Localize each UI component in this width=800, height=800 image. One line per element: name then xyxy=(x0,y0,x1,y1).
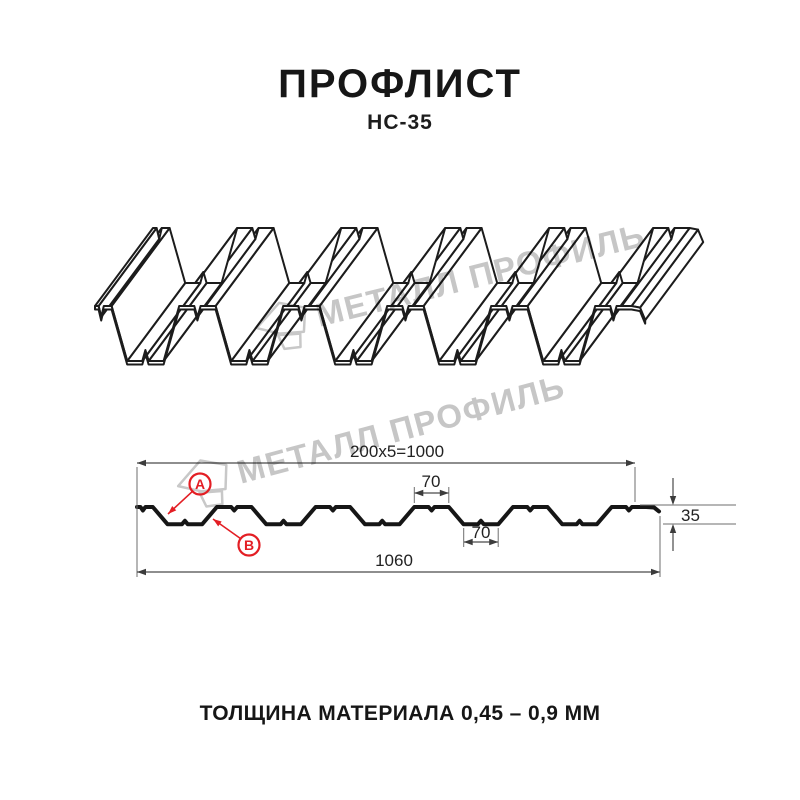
material-thickness-note: ТОЛЩИНА МАТЕРИАЛА 0,45 – 0,9 ММ xyxy=(199,702,601,725)
dim-total-width-label: 1060 xyxy=(375,551,413,570)
dim-top-pitch-label: 200x5=1000 xyxy=(350,442,444,461)
arrowhead-icon xyxy=(137,568,146,576)
arrowhead-icon xyxy=(489,538,499,546)
page-title: ПРОФЛИСТ xyxy=(278,62,522,106)
metall-profil-logo-icon xyxy=(255,301,307,351)
marker-b-circle xyxy=(237,533,261,557)
arrowhead-icon xyxy=(137,459,146,467)
dimension-lines xyxy=(136,459,736,577)
arrowhead-icon xyxy=(669,524,677,533)
cross-section-profile xyxy=(135,505,661,527)
arrowhead-icon xyxy=(669,496,677,505)
dim-height-label: 35 xyxy=(681,506,700,525)
arrowhead-icon xyxy=(651,568,660,576)
watermark-text: МЕТАЛЛ ПРОФИЛЬ xyxy=(233,367,569,490)
marker-arrowhead-icon xyxy=(213,519,222,527)
marker-b-label: В xyxy=(244,537,254,553)
sheet-cut-edge xyxy=(94,305,647,366)
dimension-labels: 200x5=1000 70 70 35 1060 xyxy=(350,442,700,570)
arrowhead-icon xyxy=(626,459,635,467)
arrowhead-icon xyxy=(414,489,424,497)
marker-a-label: А xyxy=(195,476,205,492)
dim-valley-width-label: 70 xyxy=(472,523,491,542)
arrowhead-icon xyxy=(463,538,473,546)
sheet-3d-view xyxy=(94,227,705,366)
profile-model-subtitle: НС-35 xyxy=(367,111,433,134)
watermark-lower: МЕТАЛЛ ПРОФИЛЬ xyxy=(176,367,569,508)
profile-markers: А В xyxy=(167,472,261,557)
dim-crest-width-label: 70 xyxy=(422,472,441,491)
cross-section-view xyxy=(135,505,661,527)
marker-arrowhead-icon xyxy=(168,506,177,514)
metall-profil-logo-icon xyxy=(176,459,228,508)
arrowhead-icon xyxy=(439,489,449,497)
marker-a-circle xyxy=(188,472,212,496)
